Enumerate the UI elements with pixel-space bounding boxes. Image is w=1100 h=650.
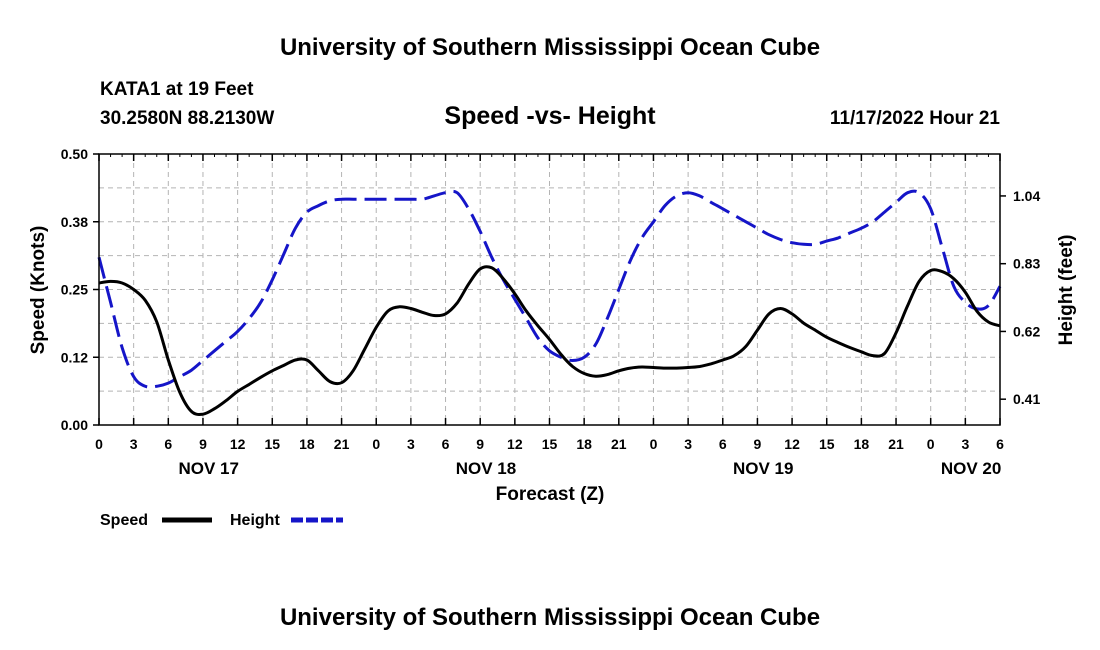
main-title: University of Southern Mississippi Ocean… (280, 34, 820, 61)
x-tick-label: 3 (961, 436, 969, 452)
x-axis-label: Forecast (Z) (496, 484, 605, 505)
legend-height-label: Height (230, 512, 280, 529)
x-tick-label: 6 (164, 436, 172, 452)
x-tick-label: 0 (927, 436, 935, 452)
y-axis-label: Speed (Knots) (28, 226, 49, 355)
station-label: KATA1 at 19 Feet (100, 79, 254, 100)
height-series-line (97, 189, 1002, 389)
y2-tick-label: 0.83 (1013, 256, 1040, 272)
y-tick-label: 0.00 (61, 417, 88, 433)
x-tick-label: 21 (888, 436, 904, 452)
y-tick-label: 0.12 (61, 349, 88, 365)
x-tick-label: 12 (230, 436, 246, 452)
x-tick-label: 3 (130, 436, 138, 452)
legend-speed-label: Speed (100, 512, 148, 529)
datetime-label: 11/17/2022 Hour 21 (830, 108, 1000, 129)
x-tick-label: 21 (334, 436, 350, 452)
x-tick-label: 18 (576, 436, 592, 452)
x-tick-label: 3 (407, 436, 415, 452)
x-tick-label: 6 (442, 436, 450, 452)
x-day-label: NOV 18 (456, 459, 516, 478)
plot-frame (98, 153, 1001, 426)
grid (99, 154, 1000, 425)
x-tick-label: 3 (684, 436, 692, 452)
footer-title: University of Southern Mississippi Ocean… (280, 604, 820, 631)
x-tick-label: 9 (199, 436, 207, 452)
y-tick-label: 0.38 (61, 214, 88, 230)
x-tick-label: 15 (542, 436, 558, 452)
y2-tick-label: 1.04 (1013, 188, 1040, 204)
x-tick-label: 12 (784, 436, 800, 452)
x-tick-label: 18 (299, 436, 315, 452)
x-tick-label: 15 (819, 436, 835, 452)
y2-tick-label: 0.41 (1013, 391, 1040, 407)
chart-title: Speed -vs- Height (444, 102, 656, 130)
x-day-label: NOV 17 (178, 459, 238, 478)
y2-tick-label: 0.62 (1013, 323, 1040, 339)
coordinates-label: 30.2580N 88.2130W (100, 108, 274, 129)
x-day-label: NOV 20 (941, 459, 1001, 478)
legend: Speed Height (100, 512, 343, 529)
x-tick-label: 6 (719, 436, 727, 452)
speed-series-line (98, 265, 1001, 416)
x-tick-label: 9 (754, 436, 762, 452)
x-tick-label: 18 (854, 436, 870, 452)
tick-labels: 0 3 6 9 12 15 18 21 0 3 6 9 12 15 18 21 0 3 6 9 12 15 18 21 0 3 6 0… (61, 146, 1041, 478)
x-tick-label: 21 (611, 436, 627, 452)
x-tick-label: 0 (95, 436, 103, 452)
y2-axis-label: Height (feet) (1056, 235, 1077, 346)
x-tick-label: 12 (507, 436, 523, 452)
x-tick-label: 9 (476, 436, 484, 452)
x-day-label: NOV 19 (733, 459, 793, 478)
y-tick-label: 0.25 (61, 282, 88, 298)
x-tick-label: 15 (264, 436, 280, 452)
x-tick-label: 0 (650, 436, 658, 452)
y-tick-label: 0.50 (61, 146, 88, 162)
x-tick-label: 0 (372, 436, 380, 452)
x-tick-label: 6 (996, 436, 1004, 452)
series-lines (97, 189, 1002, 416)
